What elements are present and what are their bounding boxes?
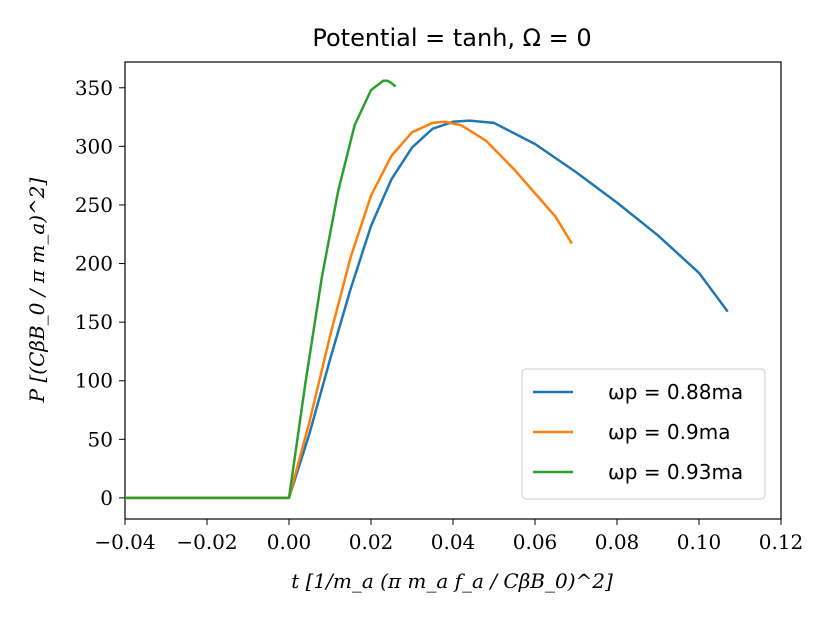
x-tick-label: 0.10 — [677, 530, 722, 554]
y-tick-label: 350 — [75, 76, 113, 100]
y-tick-label: 250 — [75, 193, 113, 217]
y-tick-label: 300 — [75, 134, 113, 158]
legend-label: ωp = 0.88ma — [608, 380, 743, 404]
x-tick-label: 0.08 — [595, 530, 640, 554]
x-tick-label: 0.04 — [431, 530, 476, 554]
y-tick-label: 200 — [75, 252, 113, 276]
series-line-1 — [125, 120, 573, 500]
y-axis-ticks: 0 50 100 150 200 250 300 350 — [75, 76, 125, 510]
x-tick-label: 0.06 — [513, 530, 558, 554]
x-tick-label: −0.04 — [94, 530, 155, 554]
y-tick-label: 50 — [88, 427, 113, 451]
legend: ωp = 0.88ma ωp = 0.9ma ωp = 0.93ma — [521, 368, 766, 500]
series-line-2 — [125, 79, 397, 500]
x-tick-label: 0.12 — [759, 530, 804, 554]
x-axis-label: t [1/m_a (π m_a f_a / CβB_0)^2] — [291, 569, 613, 593]
y-tick-label: 0 — [100, 486, 113, 510]
y-tick-label: 150 — [75, 310, 113, 334]
legend-box — [521, 368, 766, 500]
y-tick-label: 100 — [75, 369, 113, 393]
x-tick-label: 0.00 — [267, 530, 312, 554]
x-tick-label: −0.02 — [176, 530, 237, 554]
series-lines — [125, 79, 729, 500]
x-tick-label: 0.02 — [349, 530, 394, 554]
series-line-0 — [125, 119, 729, 500]
legend-label: ωp = 0.93ma — [608, 460, 743, 484]
chart-title: Potential = tanh, Ω = 0 — [312, 24, 591, 52]
x-axis-ticks: −0.04 −0.02 0.00 0.02 0.04 0.06 0.08 0.10 0.12 — [94, 519, 803, 554]
y-axis-label: P [(CβB_0 / π m_a)^2] — [25, 177, 49, 403]
legend-label: ωp = 0.9ma — [608, 420, 730, 444]
